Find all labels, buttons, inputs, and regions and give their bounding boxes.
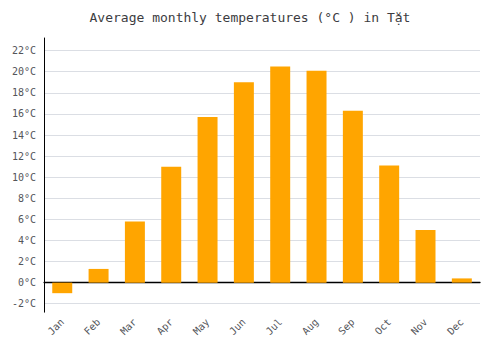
svg-text:Feb: Feb xyxy=(82,316,103,337)
svg-text:18°C: 18°C xyxy=(12,87,36,98)
svg-text:2°C: 2°C xyxy=(18,256,36,267)
svg-text:16°C: 16°C xyxy=(12,108,36,119)
svg-text:0°C: 0°C xyxy=(18,277,36,288)
svg-text:Jun: Jun xyxy=(227,316,248,337)
svg-text:10°C: 10°C xyxy=(12,172,36,183)
svg-text:Jan: Jan xyxy=(46,316,67,337)
svg-text:12°C: 12°C xyxy=(12,151,36,162)
svg-text:Jul: Jul xyxy=(264,316,285,337)
svg-text:Average monthly temperatures (: Average monthly temperatures (°C ) in Tặ… xyxy=(90,10,411,25)
svg-text:-2°C: -2°C xyxy=(12,298,36,309)
svg-text:May: May xyxy=(191,316,212,337)
svg-text:Sep: Sep xyxy=(336,316,357,337)
svg-text:Aug: Aug xyxy=(300,316,321,337)
svg-text:22°C: 22°C xyxy=(12,45,36,56)
svg-text:4°C: 4°C xyxy=(18,235,36,246)
svg-text:14°C: 14°C xyxy=(12,130,36,141)
svg-text:Mar: Mar xyxy=(118,316,139,337)
svg-text:8°C: 8°C xyxy=(18,193,36,204)
svg-text:Oct: Oct xyxy=(373,316,394,337)
svg-text:Dec: Dec xyxy=(445,316,466,337)
svg-text:Apr: Apr xyxy=(155,316,176,337)
svg-text:6°C: 6°C xyxy=(18,214,36,225)
svg-text:Nov: Nov xyxy=(409,316,430,337)
svg-text:20°C: 20°C xyxy=(12,66,36,77)
